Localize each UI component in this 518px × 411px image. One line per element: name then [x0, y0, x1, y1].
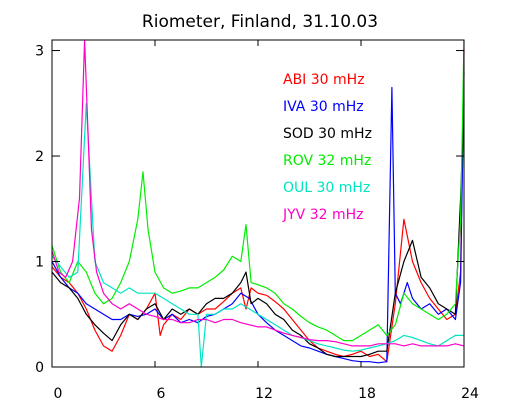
series-layer	[51, 39, 465, 368]
legend-entry: ROV 32 mHz	[283, 153, 371, 169]
series-line-oul	[51, 102, 464, 368]
series-line-jyv	[51, 39, 465, 347]
y-tick-label: 0	[35, 360, 44, 376]
legend-entry: JYV 32 mHz	[282, 207, 364, 223]
legend-entry: OUL 30 mHz	[283, 180, 370, 196]
series-line-abi	[51, 50, 465, 363]
x-tick-label: 0	[54, 386, 63, 402]
y-axis: 0 1 2 3	[35, 44, 464, 376]
x-axis: 0 6 12 18 24	[51, 40, 479, 402]
x-tick-label: 24	[461, 386, 479, 402]
y-tick-label: 1	[35, 255, 44, 271]
legend-entry: IVA 30 mHz	[283, 99, 364, 115]
legend-entry: SOD 30 mHz	[283, 126, 372, 142]
legend-entry: ABI 30 mHz	[283, 72, 365, 88]
x-tick-label: 6	[157, 386, 166, 402]
x-tick-label: 18	[358, 386, 376, 402]
series-line-rov	[51, 39, 465, 342]
x-tick-label: 12	[255, 386, 273, 402]
legend: ABI 30 mHz IVA 30 mHz SOD 30 mHz ROV 32 mHz…	[282, 72, 372, 223]
y-tick-label: 3	[35, 44, 44, 60]
chart-title: Riometer, Finland, 31.10.03	[142, 12, 378, 32]
y-tick-label: 2	[35, 149, 44, 165]
series-line-sod	[51, 103, 465, 358]
